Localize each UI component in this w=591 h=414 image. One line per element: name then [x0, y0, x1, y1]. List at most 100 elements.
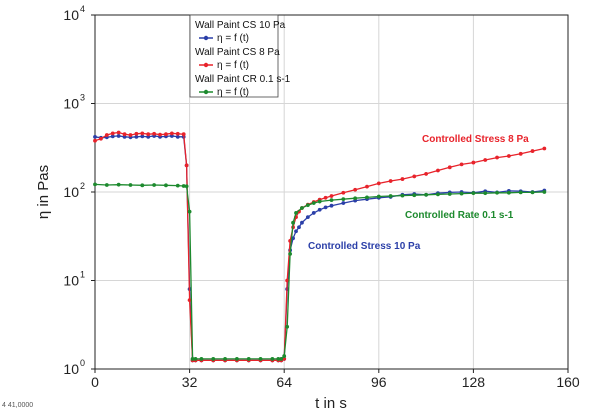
data-point: [134, 134, 139, 139]
series-layer: [93, 130, 547, 363]
data-point: [365, 195, 369, 200]
series-2: [93, 182, 547, 361]
data-point: [140, 183, 145, 188]
data-point: [311, 201, 316, 205]
data-point: [122, 134, 127, 139]
annotation-controlled-rate: Controlled Rate 0.1 s-1: [405, 210, 514, 221]
data-point: [542, 190, 547, 194]
data-point: [187, 298, 192, 303]
data-point: [412, 174, 417, 179]
data-point: [300, 206, 304, 210]
data-point: [329, 203, 334, 208]
data-point: [110, 131, 115, 136]
data-point: [288, 251, 293, 256]
x-axis-label: t in s: [315, 395, 347, 412]
series-1: [93, 130, 547, 363]
data-point: [530, 190, 535, 195]
data-point: [341, 190, 346, 195]
legend-title: Wall Paint CS 10 Pa: [195, 20, 286, 31]
data-point: [376, 194, 381, 199]
legend-title: Wall Paint CR 0.1 s-1: [195, 74, 291, 85]
annotation-controlled-stress-8pa: Controlled Stress 8 Pa: [422, 134, 529, 145]
data-point: [116, 134, 121, 138]
x-tick-label: 64: [276, 374, 292, 390]
data-point: [116, 130, 121, 135]
y-tick-label: 10: [63, 184, 79, 200]
data-point: [193, 357, 198, 361]
data-point: [365, 184, 369, 189]
data-point: [128, 133, 133, 137]
x-tick-label: 128: [462, 374, 486, 390]
y-tick-label: 10: [63, 7, 79, 23]
data-point: [329, 194, 334, 198]
legend-swatch-marker: [203, 35, 209, 41]
data-point: [93, 138, 97, 143]
data-point: [353, 196, 358, 201]
data-point: [424, 172, 428, 176]
data-point: [317, 207, 322, 212]
data-point: [199, 357, 204, 361]
data-point: [181, 132, 186, 137]
y-tick-exponent: 1: [80, 270, 85, 280]
data-point: [282, 354, 287, 358]
data-point: [323, 195, 328, 200]
data-point: [447, 192, 452, 196]
legend-title: Wall Paint CS 8 Pa: [195, 47, 280, 58]
legend: Wall Paint CS 10 Pa η = f (t) Wall Paint C…: [189, 14, 291, 98]
data-point: [279, 357, 284, 361]
data-point: [285, 324, 290, 329]
data-point: [134, 131, 139, 136]
data-point: [164, 132, 168, 137]
data-point: [285, 278, 290, 283]
data-point: [175, 183, 180, 188]
data-point: [175, 134, 180, 139]
y-tick-label: 10: [63, 361, 79, 377]
data-point: [223, 357, 227, 361]
data-point: [146, 132, 151, 137]
data-point: [459, 162, 464, 167]
x-tick-label: 96: [371, 374, 387, 390]
data-point: [246, 357, 251, 361]
y-tick-exponent: 4: [80, 4, 85, 14]
data-point: [542, 146, 547, 151]
data-point: [140, 134, 145, 139]
data-point: [110, 134, 115, 139]
y-tick-exponent: 3: [80, 93, 85, 103]
data-point: [158, 132, 162, 137]
data-point: [329, 198, 334, 202]
legend-swatch-marker: [203, 62, 209, 68]
data-point: [300, 220, 304, 225]
legend-entry: η = f (t): [217, 60, 249, 71]
data-point: [294, 211, 298, 215]
data-point: [187, 209, 192, 214]
y-tick-exponent: 2: [80, 181, 85, 191]
x-tick-labels: 0 32 64 96 128 160: [91, 369, 580, 390]
data-point: [235, 357, 239, 361]
data-point: [483, 191, 488, 196]
legend-box: [189, 14, 279, 98]
data-point: [388, 194, 393, 198]
data-point: [116, 182, 121, 187]
x-tick-label: 32: [182, 374, 198, 390]
data-point: [93, 182, 97, 187]
data-point: [495, 155, 499, 160]
data-point: [317, 199, 322, 204]
data-point: [175, 131, 180, 136]
data-point: [181, 184, 186, 188]
data-point: [99, 136, 103, 141]
data-point: [400, 193, 405, 198]
data-point: [311, 211, 316, 215]
data-point: [258, 357, 263, 361]
data-point: [412, 193, 417, 198]
data-point: [122, 132, 127, 137]
data-point: [471, 191, 476, 196]
y-tick-label: 10: [63, 96, 79, 112]
data-point: [447, 165, 452, 170]
data-point: [530, 149, 535, 153]
data-point: [152, 131, 157, 136]
data-point: [518, 151, 523, 156]
data-point: [282, 357, 287, 361]
data-point: [323, 205, 328, 210]
